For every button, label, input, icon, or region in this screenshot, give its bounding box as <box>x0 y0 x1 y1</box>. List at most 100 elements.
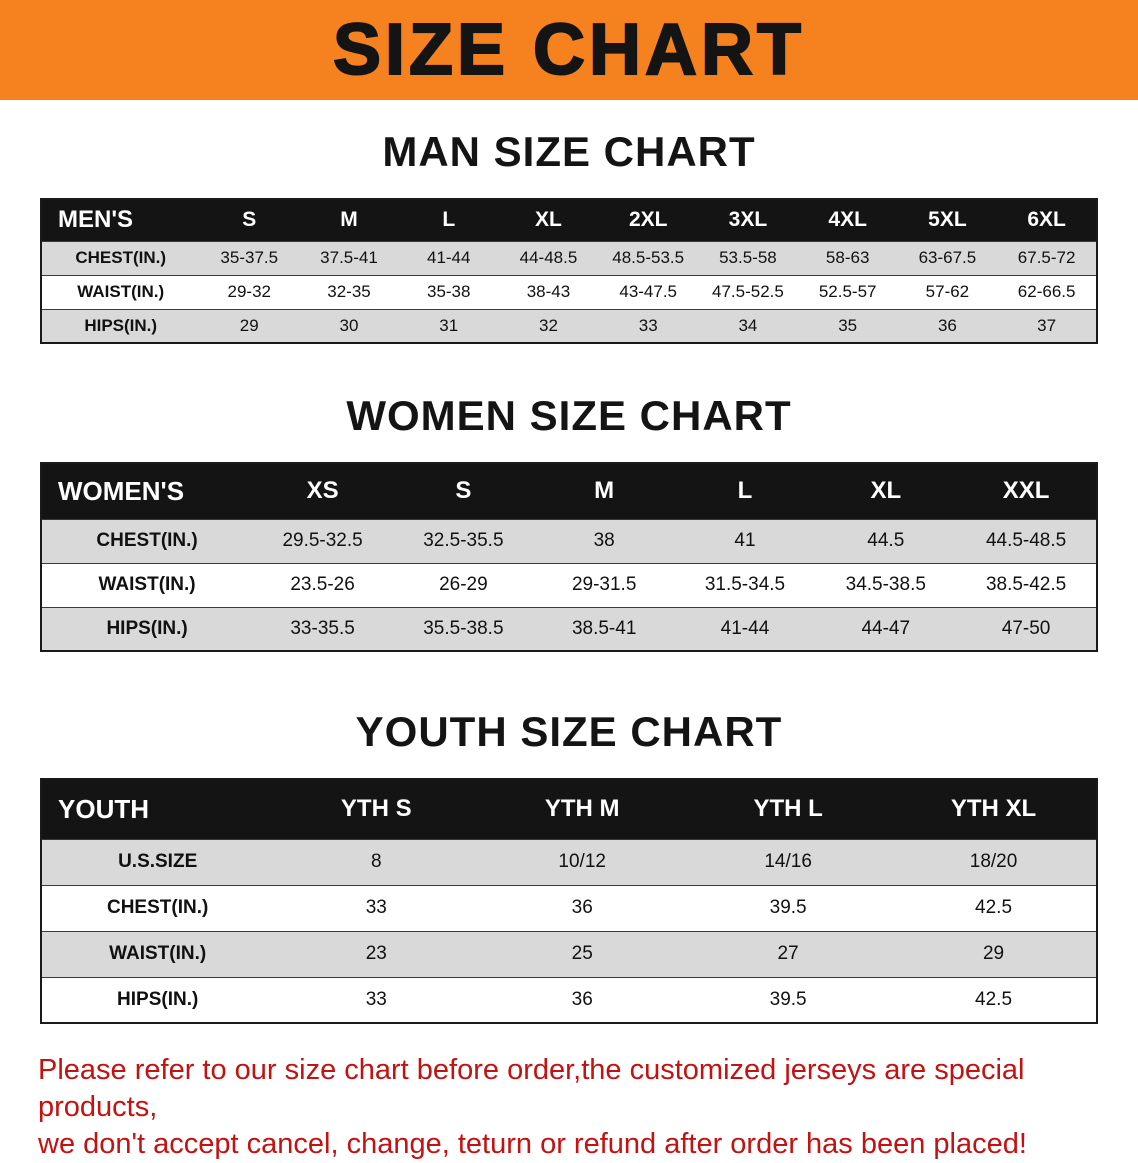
size-value: 33-35.5 <box>252 606 393 651</box>
youth-size-table: YOUTH YTH S YTH M YTH L YTH XL U.S.SIZE 8 10/12… <box>40 778 1098 1024</box>
size-value: 31.5-34.5 <box>674 562 816 607</box>
size-value: 41-44 <box>398 240 499 275</box>
table-row: U.S.SIZE 8 10/12 14/16 18/20 <box>41 838 1097 885</box>
size-value: 52.5-57 <box>797 274 898 309</box>
size-value: 44.5 <box>815 518 957 563</box>
size-value: 57-62 <box>897 274 998 309</box>
size-value: 62-66.5 <box>997 274 1097 309</box>
measurement-label: U.S.SIZE <box>41 838 274 885</box>
size-value: 33 <box>598 308 699 343</box>
size-value: 36 <box>479 884 686 931</box>
youth-size-chart-heading: YOUTH SIZE CHART <box>355 708 783 755</box>
size-value: 33 <box>273 976 480 1023</box>
table-row: WAIST(IN.) 23.5-26 26-29 29-31.5 31.5-34.5 34… <box>41 562 1097 607</box>
size-value: 38 <box>533 518 675 563</box>
size-value: 30 <box>299 308 399 343</box>
size-value: 34 <box>698 308 798 343</box>
table-header-row: WOMEN'S XS S M L XL XXL <box>41 463 1097 519</box>
size-column-header: L <box>674 463 816 519</box>
size-value: 47.5-52.5 <box>698 274 798 309</box>
size-value: 29 <box>891 930 1097 977</box>
size-value: 29 <box>199 308 300 343</box>
size-column-header: M <box>533 463 675 519</box>
size-value: 58-63 <box>797 240 898 275</box>
table-corner-label: YOUTH <box>41 779 274 839</box>
measurement-label: HIPS(IN.) <box>41 606 253 651</box>
table-row: CHEST(IN.) 33 36 39.5 42.5 <box>41 884 1097 931</box>
size-value: 41 <box>674 518 816 563</box>
size-value: 14/16 <box>685 838 892 885</box>
size-column-header: 6XL <box>997 199 1097 241</box>
size-value: 39.5 <box>685 976 892 1023</box>
size-value: 35-37.5 <box>199 240 300 275</box>
table-header-row: MEN'S S M L XL 2XL 3XL 4XL 5XL 6XL <box>41 199 1097 241</box>
size-chart-banner: SIZE CHART <box>0 0 1138 100</box>
size-value: 47-50 <box>956 606 1097 651</box>
size-value: 38-43 <box>498 274 599 309</box>
size-value: 36 <box>479 976 686 1023</box>
men-size-table: MEN'S S M L XL 2XL 3XL 4XL 5XL 6XL CHEST(IN.) 35-37… <box>40 198 1098 344</box>
size-column-header: YTH XL <box>891 779 1097 839</box>
size-value: 25 <box>479 930 686 977</box>
size-value: 8 <box>273 838 480 885</box>
size-value: 36 <box>897 308 998 343</box>
size-value: 39.5 <box>685 884 892 931</box>
size-value: 38.5-42.5 <box>956 562 1097 607</box>
size-value: 67.5-72 <box>997 240 1097 275</box>
size-value: 31 <box>398 308 499 343</box>
measurement-label: WAIST(IN.) <box>41 562 253 607</box>
table-row: CHEST(IN.) 35-37.5 37.5-41 41-44 44-48.5 48.5… <box>41 240 1097 275</box>
size-column-header: XS <box>252 463 393 519</box>
size-value: 32-35 <box>299 274 399 309</box>
size-value: 35.5-38.5 <box>392 606 534 651</box>
man-size-chart-heading: MAN SIZE CHART <box>382 128 756 175</box>
size-value: 42.5 <box>891 884 1097 931</box>
measurement-label: WAIST(IN.) <box>41 930 274 977</box>
size-value: 44.5-48.5 <box>956 518 1097 563</box>
size-value: 29-32 <box>199 274 300 309</box>
size-value: 34.5-38.5 <box>815 562 957 607</box>
footer-note: Please refer to our size chart before or… <box>38 1052 1100 1163</box>
table-corner-label: MEN'S <box>41 199 200 241</box>
table-row: HIPS(IN.) 29 30 31 32 33 34 35 36 37 <box>41 308 1097 343</box>
size-value: 23 <box>273 930 480 977</box>
page-title: SIZE CHART <box>332 9 805 91</box>
size-value: 44-48.5 <box>498 240 599 275</box>
women-size-chart-heading: WOMEN SIZE CHART <box>346 392 792 439</box>
size-value: 10/12 <box>479 838 686 885</box>
size-value: 48.5-53.5 <box>598 240 699 275</box>
table-row: WAIST(IN.) 29-32 32-35 35-38 38-43 43-47.5 47.… <box>41 274 1097 309</box>
size-column-header: L <box>398 199 499 241</box>
footer-note-line1: Please refer to our size chart before or… <box>38 1054 1025 1124</box>
measurement-label: CHEST(IN.) <box>41 884 274 931</box>
size-value: 53.5-58 <box>698 240 798 275</box>
table-row: HIPS(IN.) 33-35.5 35.5-38.5 38.5-41 41-44 44-… <box>41 606 1097 651</box>
size-value: 27 <box>685 930 892 977</box>
size-value: 43-47.5 <box>598 274 699 309</box>
size-column-header: 4XL <box>797 199 898 241</box>
table-row: CHEST(IN.) 29.5-32.5 32.5-35.5 38 41 44.5 44.5… <box>41 518 1097 563</box>
size-column-header: XL <box>815 463 957 519</box>
table-corner-label: WOMEN'S <box>41 463 253 519</box>
size-value: 33 <box>273 884 480 931</box>
size-column-header: 3XL <box>698 199 798 241</box>
size-value: 29-31.5 <box>533 562 675 607</box>
size-column-header: YTH S <box>273 779 480 839</box>
size-column-header: 5XL <box>897 199 998 241</box>
size-column-header: YTH M <box>479 779 686 839</box>
size-value: 35 <box>797 308 898 343</box>
table-header-row: YOUTH YTH S YTH M YTH L YTH XL <box>41 779 1097 839</box>
size-value: 38.5-41 <box>533 606 675 651</box>
measurement-label: HIPS(IN.) <box>41 308 200 343</box>
size-value: 23.5-26 <box>252 562 393 607</box>
size-value: 37 <box>997 308 1097 343</box>
table-row: HIPS(IN.) 33 36 39.5 42.5 <box>41 976 1097 1023</box>
size-value: 42.5 <box>891 976 1097 1023</box>
size-value: 32.5-35.5 <box>392 518 534 563</box>
measurement-label: CHEST(IN.) <box>41 240 200 275</box>
size-value: 35-38 <box>398 274 499 309</box>
size-value: 41-44 <box>674 606 816 651</box>
women-size-table: WOMEN'S XS S M L XL XXL CHEST(IN.) 29.5-32.5 32.5… <box>40 462 1098 652</box>
size-value: 18/20 <box>891 838 1097 885</box>
size-column-header: S <box>199 199 300 241</box>
